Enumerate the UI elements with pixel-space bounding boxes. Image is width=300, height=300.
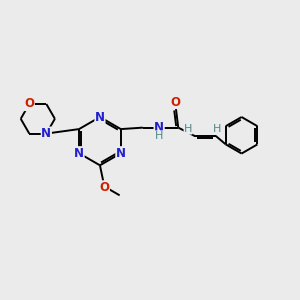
Text: N: N [41,127,51,140]
Text: N: N [116,147,126,160]
Text: H: H [213,124,221,134]
Text: O: O [99,181,110,194]
Text: N: N [95,110,105,124]
Text: N: N [154,121,164,134]
Text: N: N [74,147,84,160]
Text: H: H [155,130,163,141]
Text: H: H [184,124,192,134]
Text: O: O [170,95,180,109]
Text: O: O [24,98,34,110]
